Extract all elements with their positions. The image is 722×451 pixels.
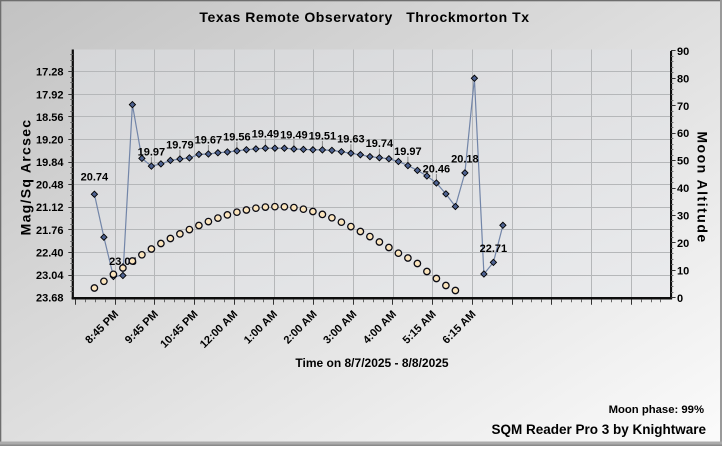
svg-text:20.18: 20.18 xyxy=(451,153,479,165)
svg-text:19.51: 19.51 xyxy=(309,130,337,142)
svg-text:19.20: 19.20 xyxy=(36,135,64,147)
svg-text:10: 10 xyxy=(677,265,689,277)
svg-text:Moon Altitude: Moon Altitude xyxy=(695,131,711,243)
svg-text:70: 70 xyxy=(677,101,689,113)
svg-text:21.12: 21.12 xyxy=(36,202,64,214)
svg-text:90: 90 xyxy=(677,46,689,58)
svg-text:17.28: 17.28 xyxy=(36,67,64,79)
svg-text:0: 0 xyxy=(677,293,683,305)
svg-text:19.67: 19.67 xyxy=(195,134,223,146)
svg-text:18.56: 18.56 xyxy=(36,112,64,124)
svg-text:19.97: 19.97 xyxy=(138,147,166,159)
svg-text:Time on 8/7/2025 - 8/8/2025: Time on 8/7/2025 - 8/8/2025 xyxy=(295,356,449,370)
svg-text:22.71: 22.71 xyxy=(480,243,508,255)
svg-text:Mag/Sq Arcsec: Mag/Sq Arcsec xyxy=(18,119,34,236)
svg-text:19.49: 19.49 xyxy=(252,129,280,141)
svg-text:19.79: 19.79 xyxy=(166,139,194,151)
svg-text:80: 80 xyxy=(677,73,689,85)
svg-text:19.56: 19.56 xyxy=(223,131,251,143)
svg-text:19.97: 19.97 xyxy=(394,146,422,158)
svg-text:60: 60 xyxy=(677,128,689,140)
svg-text:Texas Remote Observatory Thr: Texas Remote Observatory Throckmorton Tx xyxy=(199,9,529,25)
svg-text:20: 20 xyxy=(677,238,689,250)
svg-text:19.74: 19.74 xyxy=(366,138,394,150)
svg-text:40: 40 xyxy=(677,183,689,195)
svg-text:19.63: 19.63 xyxy=(337,134,365,146)
svg-text:20.46: 20.46 xyxy=(423,163,451,175)
svg-text:23.68: 23.68 xyxy=(36,293,64,305)
svg-text:22.40: 22.40 xyxy=(36,247,64,259)
svg-text:SQM Reader Pro 3 by Knightware: SQM Reader Pro 3 by Knightware xyxy=(491,422,706,437)
svg-text:17.92: 17.92 xyxy=(36,89,64,101)
svg-text:19.84: 19.84 xyxy=(36,157,64,169)
svg-text:50: 50 xyxy=(677,156,689,168)
svg-text:30: 30 xyxy=(677,211,689,223)
svg-text:21.76: 21.76 xyxy=(36,225,64,237)
svg-text:20.74: 20.74 xyxy=(81,172,109,184)
svg-text:23.04: 23.04 xyxy=(36,270,64,282)
svg-text:20.48: 20.48 xyxy=(36,180,64,192)
svg-text:Moon phase: 99%: Moon phase: 99% xyxy=(609,404,704,416)
svg-text:19.49: 19.49 xyxy=(280,129,308,141)
